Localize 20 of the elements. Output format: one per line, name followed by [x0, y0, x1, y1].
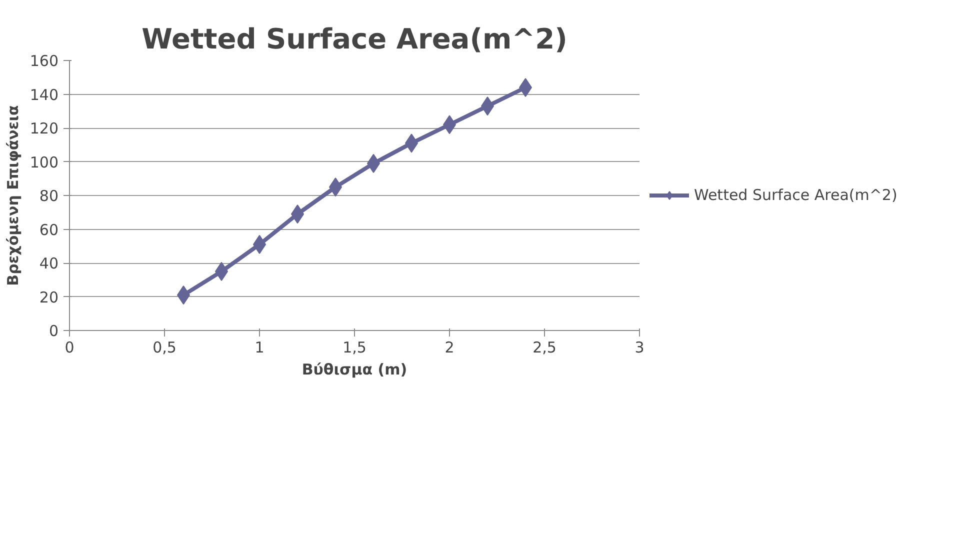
x-tick-label: 1,5 [342, 338, 366, 356]
x-tick-label: 2 [444, 338, 454, 356]
y-tick-label: 120 [30, 120, 59, 138]
x-tick-label: 2,5 [532, 338, 556, 356]
y-tick-label: 140 [30, 86, 59, 104]
y-tick-label: 100 [30, 153, 59, 172]
legend-label: Wetted Surface Area(m^2) [694, 186, 898, 204]
y-tick-label: 0 [48, 322, 59, 340]
y-tick-label: 80 [39, 187, 59, 205]
y-tick-label: 60 [39, 220, 59, 239]
y-tick-label: 160 [30, 52, 59, 70]
y-axis-title: Βρεχόμενη Επιφάνεια [4, 105, 22, 286]
chart-title: Wetted Surface Area(m^2) [142, 22, 568, 56]
y-tick-label: 20 [39, 288, 59, 306]
y-tick-label: 40 [39, 254, 59, 272]
x-tick-label: 3 [634, 338, 644, 356]
x-tick-label: 0 [64, 338, 74, 356]
x-axis-title: Βύθισμα (m) [302, 360, 408, 378]
x-tick-label: 0,5 [152, 338, 176, 356]
x-tick-label: 1 [254, 338, 264, 356]
